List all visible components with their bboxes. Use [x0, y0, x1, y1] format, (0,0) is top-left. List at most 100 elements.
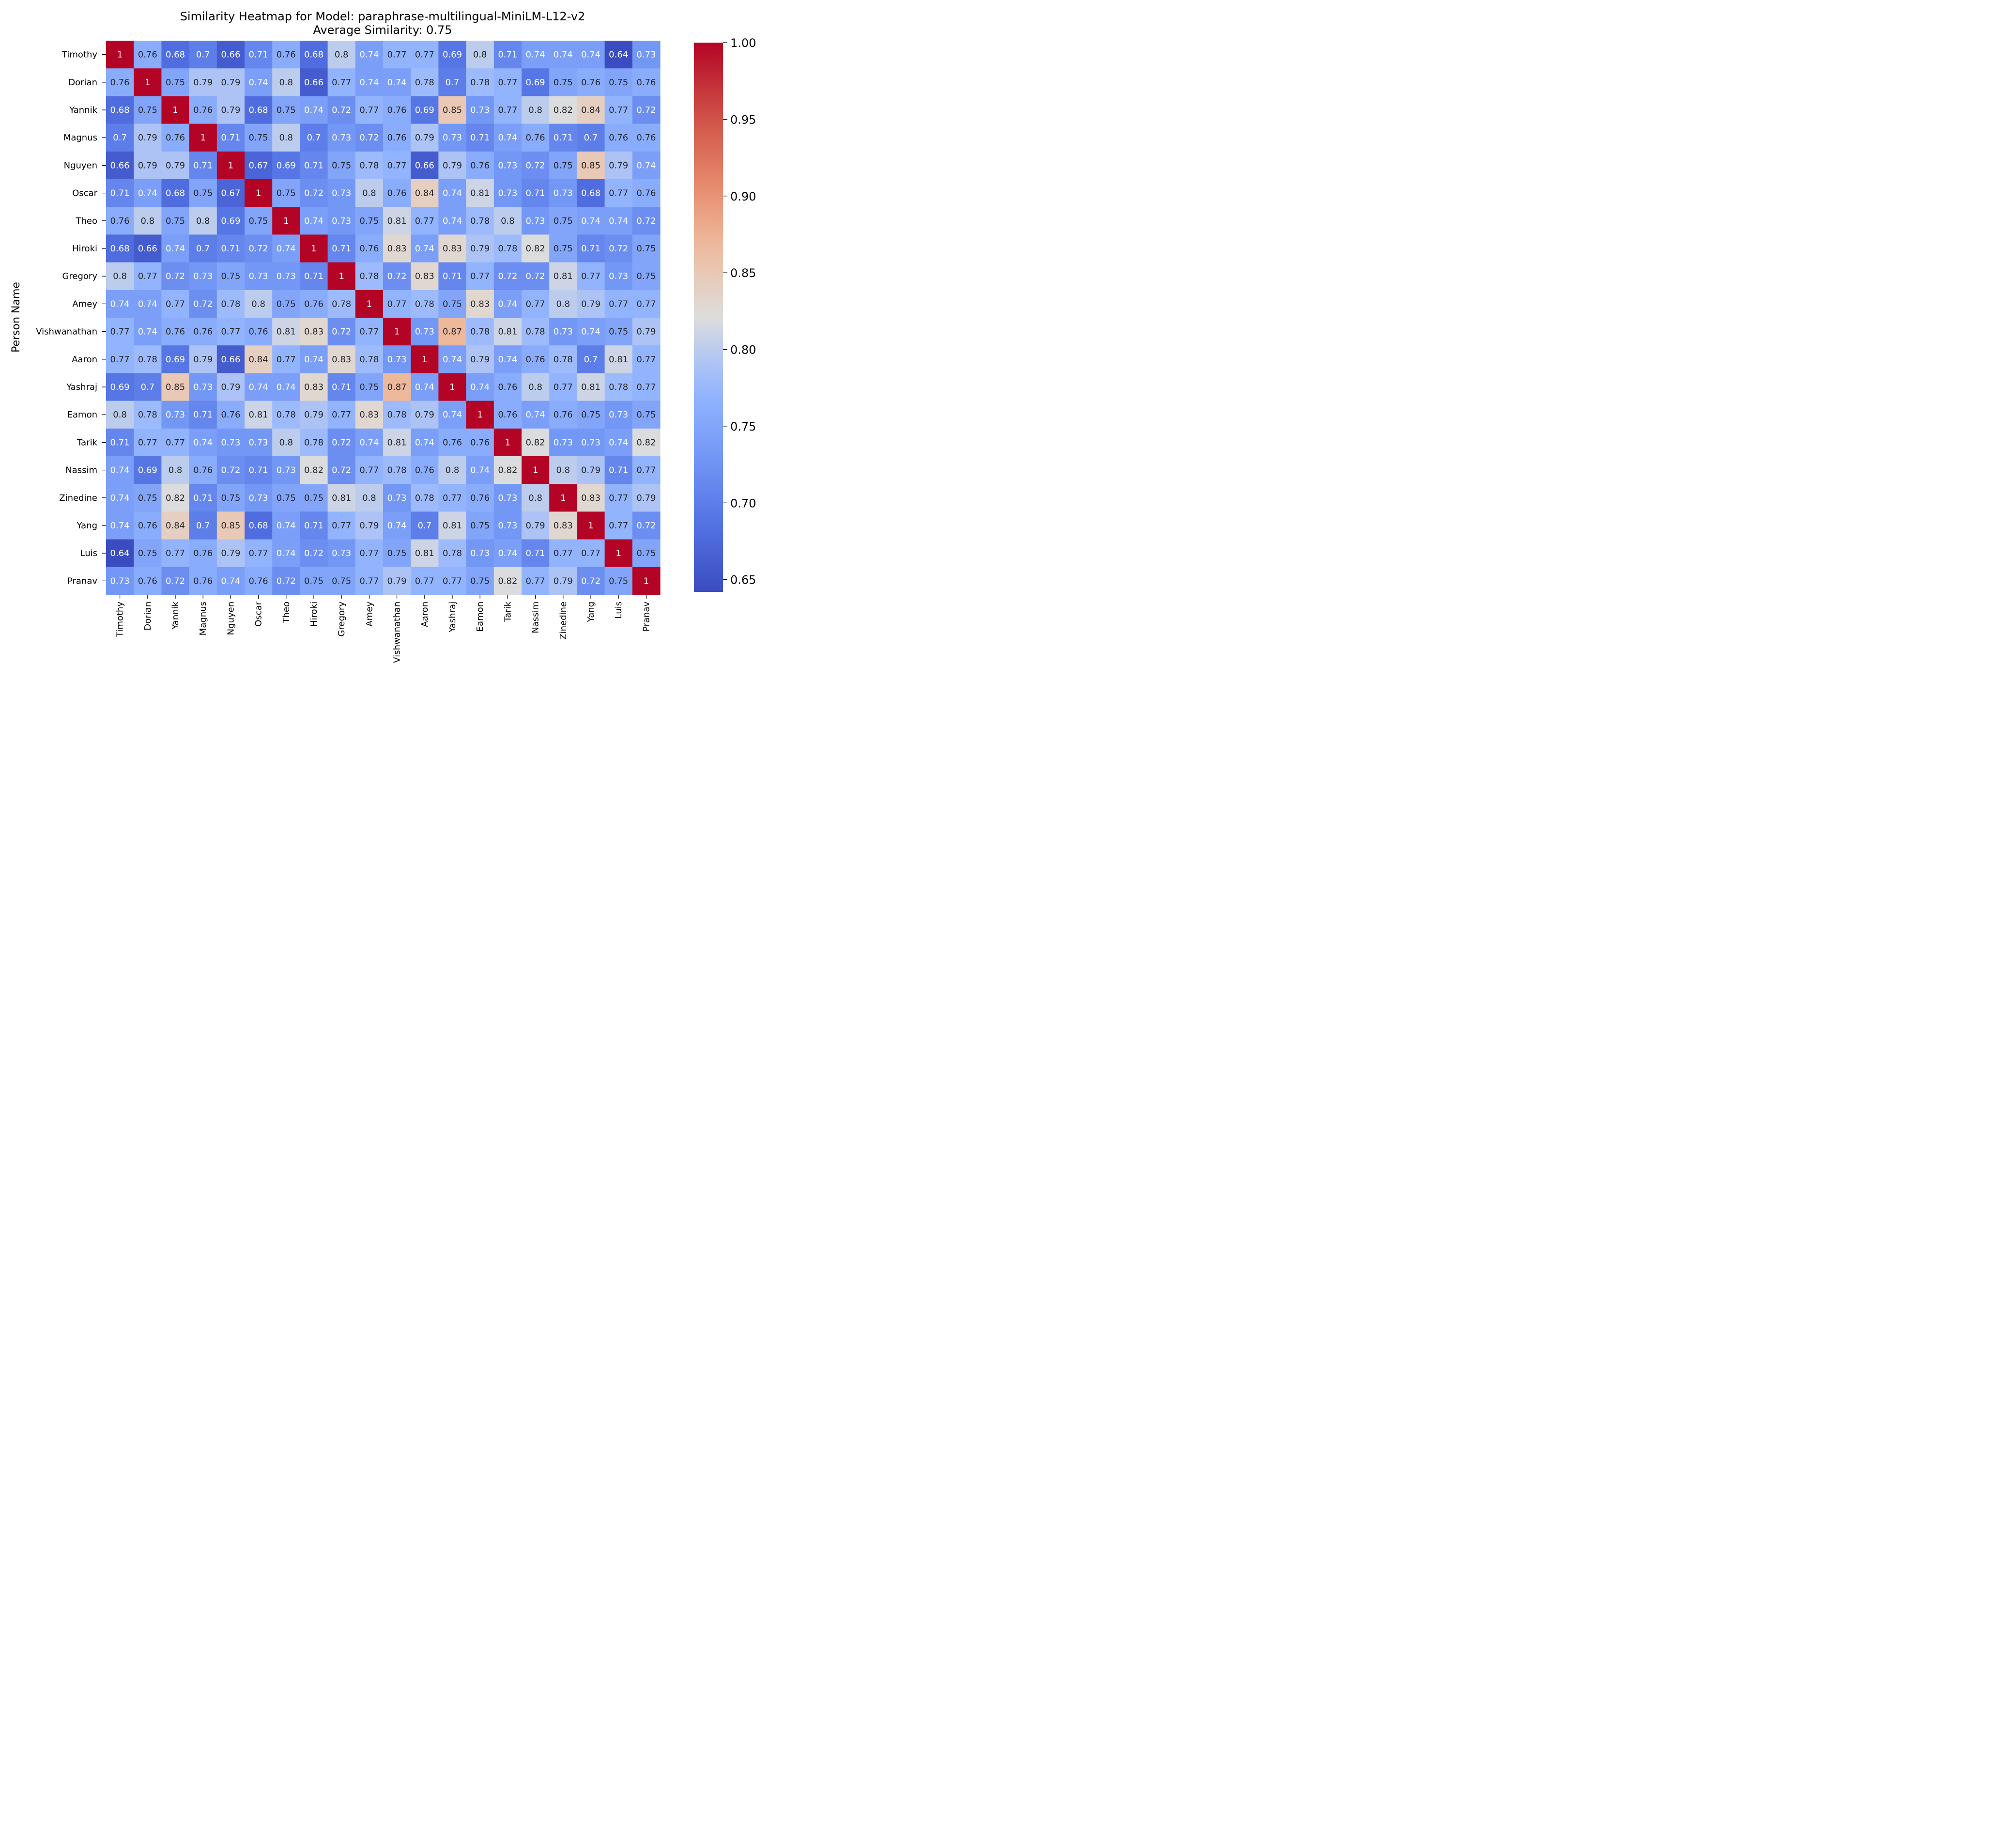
heatmap-cell: [466, 96, 494, 124]
heatmap-cell: [300, 179, 328, 207]
cell-value-label: 0.75: [359, 382, 379, 392]
heatmap-cell: [161, 456, 190, 484]
cell-value-label: 0.8: [362, 188, 376, 199]
heatmap-cell: [300, 345, 328, 373]
cell-value-label: 0.73: [387, 493, 407, 503]
cell-value-label: 0.8: [446, 465, 460, 476]
cell-value-label: 0.74: [581, 327, 600, 337]
heatmap-cell: [438, 207, 467, 235]
x-tick-label: Pranav: [641, 602, 651, 632]
heatmap-cell: [411, 290, 439, 318]
heatmap-cell: [632, 456, 661, 484]
heatmap-cell: [189, 456, 217, 484]
cell-value-label: 0.77: [554, 548, 573, 558]
heatmap-cell: [632, 179, 661, 207]
x-tick-label: Luis: [614, 602, 624, 619]
heatmap-cell: [493, 234, 522, 263]
cell-value-label: 0.7: [307, 133, 321, 143]
cell-value-label: 0.75: [609, 77, 628, 88]
heatmap-cell: [245, 234, 273, 263]
heatmap-cell: [189, 401, 217, 429]
heatmap-cell: [134, 151, 162, 180]
heatmap-cell: [632, 428, 661, 457]
heatmap-cell: [549, 567, 577, 595]
cell-value-label: 0.72: [636, 521, 656, 531]
cell-value-label: 0.73: [193, 271, 213, 281]
cell-value-label: 0.78: [470, 327, 490, 337]
heatmap-cell: [493, 41, 522, 69]
cell-value-label: 0.77: [526, 576, 545, 586]
colorbar-tick-label: 0.85: [730, 266, 756, 280]
heatmap-cell: [216, 41, 245, 69]
cell-value-label: 0.71: [193, 160, 213, 170]
heatmap-cell: [632, 234, 661, 263]
heatmap-cell: [577, 207, 605, 235]
cell-value-label: 0.75: [332, 576, 351, 586]
heatmap-cell: [604, 41, 633, 69]
cell-value-label: 0.76: [138, 576, 157, 586]
heatmap-cell: [411, 234, 439, 263]
cell-value-label: 0.77: [359, 548, 379, 558]
cell-value-label: 0.77: [609, 188, 628, 199]
cell-value-label: 0.68: [581, 188, 600, 199]
heatmap-cell: [383, 151, 411, 180]
heatmap-cell: [522, 373, 550, 401]
heatmap-cell: [383, 318, 411, 346]
heatmap-cell: [438, 151, 467, 180]
cell-value-label: 0.78: [443, 548, 462, 558]
heatmap-cell: [549, 262, 577, 291]
heatmap-cell: [189, 151, 217, 180]
heatmap-cell: [438, 567, 467, 595]
heatmap-cell: [577, 318, 605, 346]
heatmap-cell: [466, 567, 494, 595]
heatmap-cell: [245, 96, 273, 124]
heatmap-cell: [327, 68, 356, 96]
cell-value-label: 0.67: [221, 188, 240, 199]
cell-value-label: 0.72: [526, 160, 545, 170]
heatmap-cell: [577, 511, 605, 540]
cell-value-label: 1: [228, 160, 233, 170]
cell-value-label: 0.71: [304, 271, 323, 281]
cell-value-label: 0.73: [277, 271, 296, 281]
heatmap-cell: [189, 539, 217, 568]
cell-value-label: 0.77: [332, 77, 351, 88]
heatmap-cell: [134, 68, 162, 96]
y-axis-label: Person Name: [10, 282, 22, 353]
cell-value-label: 0.79: [221, 105, 240, 115]
heatmap-cell: [134, 567, 162, 595]
heatmap-cell: [272, 151, 300, 180]
heatmap-cell: [327, 539, 356, 568]
cell-value-label: 0.75: [277, 493, 296, 503]
heatmap-cell: [216, 373, 245, 401]
cell-value-label: 0.78: [609, 382, 628, 392]
y-tick-label: Yashraj: [66, 382, 97, 392]
cell-value-label: 0.77: [443, 493, 462, 503]
cell-value-label: 0.79: [387, 576, 407, 586]
heatmap-cell: [134, 456, 162, 484]
cell-value-label: 0.69: [415, 105, 434, 115]
heatmap-cell: [411, 124, 439, 152]
cell-value-label: 0.74: [498, 299, 517, 309]
cell-value-label: 0.71: [526, 548, 545, 558]
cell-value-label: 0.75: [249, 133, 268, 143]
heatmap-cell: [300, 456, 328, 484]
heatmap-cell: [577, 68, 605, 96]
x-tick-label: Nguyen: [226, 602, 236, 635]
heatmap-cell: [134, 41, 162, 69]
cell-value-label: 0.7: [584, 355, 598, 365]
cell-value-label: 0.75: [166, 77, 185, 88]
cell-value-label: 0.8: [335, 50, 349, 60]
heatmap-cell: [272, 539, 300, 568]
heatmap-cell: [522, 428, 550, 457]
heatmap-cell: [245, 428, 273, 457]
cell-value-label: 0.73: [554, 437, 573, 448]
cell-value-label: 0.81: [277, 327, 296, 337]
heatmap-cell: [577, 179, 605, 207]
cell-value-label: 0.73: [110, 576, 130, 586]
heatmap-cell: [300, 318, 328, 346]
cell-value-label: 0.78: [387, 410, 407, 420]
heatmap-cell: [493, 96, 522, 124]
cell-value-label: 0.78: [359, 271, 379, 281]
heatmap-cell: [604, 428, 633, 457]
heatmap-cell: [161, 373, 190, 401]
